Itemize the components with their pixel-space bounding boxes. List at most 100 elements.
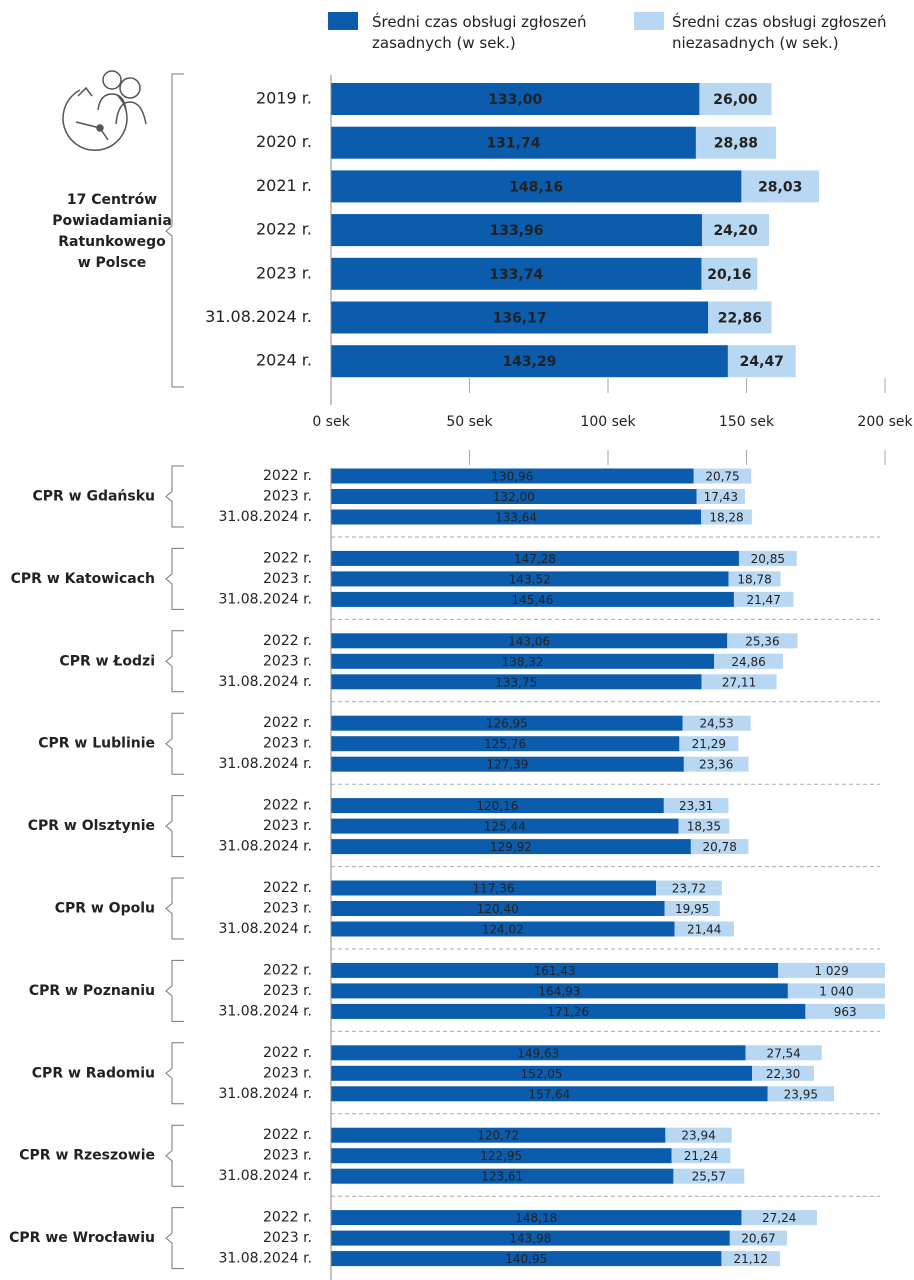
value-label: 963: [834, 1005, 857, 1019]
value-label: 120,16: [476, 799, 518, 813]
value-label: 26,00: [713, 92, 758, 108]
bar-segment: [331, 345, 728, 378]
value-label: 23,94: [681, 1129, 715, 1143]
bracket: [165, 1207, 184, 1270]
bar-segment: [702, 214, 770, 247]
value-label: 27,54: [766, 1046, 800, 1060]
legend-label: Średni czas obsługi zgłoszeń niezasadnyc…: [672, 13, 887, 52]
bracket: [165, 1042, 184, 1105]
group-label: CPR w Rzeszowie: [19, 1148, 155, 1164]
value-label: 27,11: [722, 675, 756, 689]
bar-segment: [331, 1148, 672, 1164]
category-label: 2023 r.: [263, 818, 312, 834]
bracket: [165, 959, 184, 1022]
value-label: 23,36: [699, 758, 733, 772]
bar-segment: [679, 736, 739, 752]
bar-segment: [767, 1086, 835, 1102]
bar-segment: [778, 962, 885, 978]
bar-segment: [701, 509, 752, 525]
value-label: 20,16: [707, 267, 751, 283]
category-label: 2022 r.: [263, 1210, 312, 1226]
value-label: 21,12: [734, 1252, 768, 1266]
bar-segment: [331, 839, 691, 855]
value-label: 25,36: [745, 634, 779, 648]
x-tick-label: 100 sek: [580, 414, 636, 430]
bar-segment: [728, 571, 781, 587]
category-label: 2023 r.: [256, 263, 312, 282]
category-label: 31.08.2024 r.: [218, 591, 312, 607]
value-label: 120,72: [477, 1129, 519, 1143]
category-label: 31.08.2024 r.: [218, 1168, 312, 1184]
category-label: 31.08.2024 r.: [218, 509, 312, 525]
category-label: 2023 r.: [263, 653, 312, 669]
bar-segment: [665, 1127, 732, 1143]
bar-segment: [701, 674, 777, 690]
bar-segment: [331, 756, 684, 772]
value-label: 171,26: [547, 1005, 589, 1019]
bar-segment: [331, 983, 788, 999]
category-label: 2022 r.: [263, 798, 312, 814]
value-label: 17,43: [704, 490, 738, 504]
value-label: 123,61: [481, 1170, 523, 1184]
bracket: [165, 877, 184, 940]
bar-segment: [738, 550, 797, 566]
category-label: 2023 r.: [263, 983, 312, 999]
bar-segment: [805, 1003, 885, 1019]
category-label: 2023 r.: [263, 736, 312, 752]
bar-segment: [331, 489, 697, 504]
value-label: 20,67: [741, 1232, 775, 1246]
value-label: 148,16: [509, 179, 563, 195]
bar-segment: [331, 962, 779, 978]
bar-segment: [671, 1148, 731, 1164]
legend-swatch: [634, 12, 664, 30]
group-label: CPR w Gdańsku: [32, 489, 155, 505]
category-label: 31.08.2024 r.: [218, 1003, 312, 1019]
category-label: 31.08.2024 r.: [218, 921, 312, 937]
value-label: 143,52: [509, 572, 551, 586]
value-label: 24,86: [731, 655, 765, 669]
bar-segment: [733, 591, 794, 607]
value-label: 19,95: [675, 902, 709, 916]
group-label: 17 Centrów: [67, 192, 157, 208]
bar-segment: [331, 257, 702, 290]
bar-segment: [741, 1210, 817, 1226]
value-label: 1 040: [819, 984, 853, 998]
value-label: 23,95: [784, 1087, 818, 1101]
bar-segment: [701, 257, 758, 290]
value-label: 18,78: [737, 572, 771, 586]
value-label: 129,92: [490, 840, 532, 854]
category-label: 2021 r.: [256, 176, 312, 195]
category-label: 31.08.2024 r.: [218, 1251, 312, 1267]
value-label: 164,93: [538, 984, 580, 998]
value-label: 126,95: [486, 717, 528, 731]
bar-segment: [727, 345, 796, 378]
value-label: 133,00: [488, 92, 542, 108]
bar-segment: [693, 468, 752, 484]
bar-segment: [729, 1230, 788, 1246]
value-label: 157,64: [528, 1087, 570, 1101]
group-label: w Polsce: [78, 255, 147, 271]
bar-segment: [331, 1230, 730, 1246]
value-label: 28,03: [758, 179, 802, 195]
category-label: 2022 r.: [263, 1045, 312, 1061]
value-label: 127,39: [486, 758, 528, 772]
category-label: 2023 r.: [263, 1148, 312, 1164]
x-tick-label: 150 sek: [719, 414, 775, 430]
category-label: 31.08.2024 r.: [205, 307, 312, 326]
category-label: 2022 r.: [263, 715, 312, 731]
bracket: [165, 465, 184, 528]
value-label: 22,30: [766, 1067, 800, 1081]
bar-segment: [331, 214, 703, 247]
value-label: 133,75: [495, 675, 537, 689]
value-label: 18,28: [709, 511, 743, 525]
value-label: 133,96: [490, 223, 544, 239]
bar-segment: [331, 818, 679, 834]
bar-segment: [682, 715, 751, 731]
bar-segment: [331, 653, 715, 669]
value-label: 124,02: [482, 923, 524, 937]
category-label: 2019 r.: [256, 89, 312, 108]
value-label: 125,44: [484, 820, 526, 834]
group-label: CPR w Olsztynie: [28, 818, 155, 834]
